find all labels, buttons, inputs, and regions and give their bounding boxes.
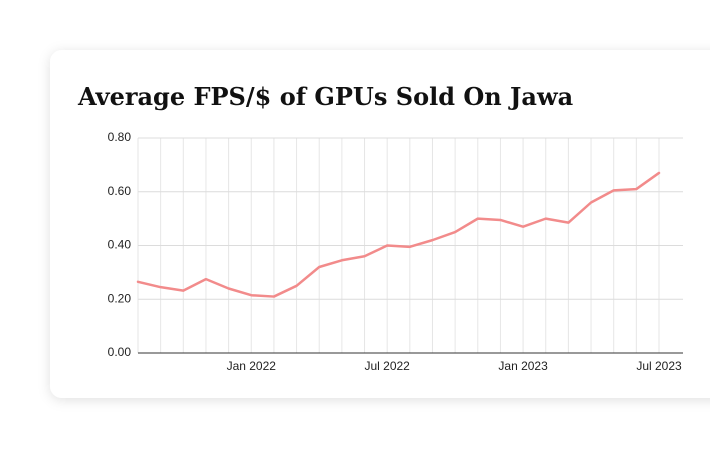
y-tick-label: 0.60 bbox=[108, 184, 132, 198]
y-tick-label: 0.00 bbox=[108, 345, 132, 359]
x-tick-label: Jul 2023 bbox=[636, 359, 682, 373]
line bbox=[136, 171, 661, 298]
x-tick-label: Jul 2022 bbox=[364, 359, 410, 373]
card bbox=[50, 50, 710, 398]
y-tick-label: 0.20 bbox=[108, 291, 132, 305]
x-tick-label: Jan 2023 bbox=[498, 359, 548, 373]
y-tick-label: 0.40 bbox=[108, 238, 132, 252]
y-tick-label: 0.80 bbox=[108, 130, 132, 144]
chart-title: Average FPS/$ of GPUs Sold On Jawa bbox=[77, 82, 573, 111]
x-tick-label: Jan 2022 bbox=[227, 359, 277, 373]
